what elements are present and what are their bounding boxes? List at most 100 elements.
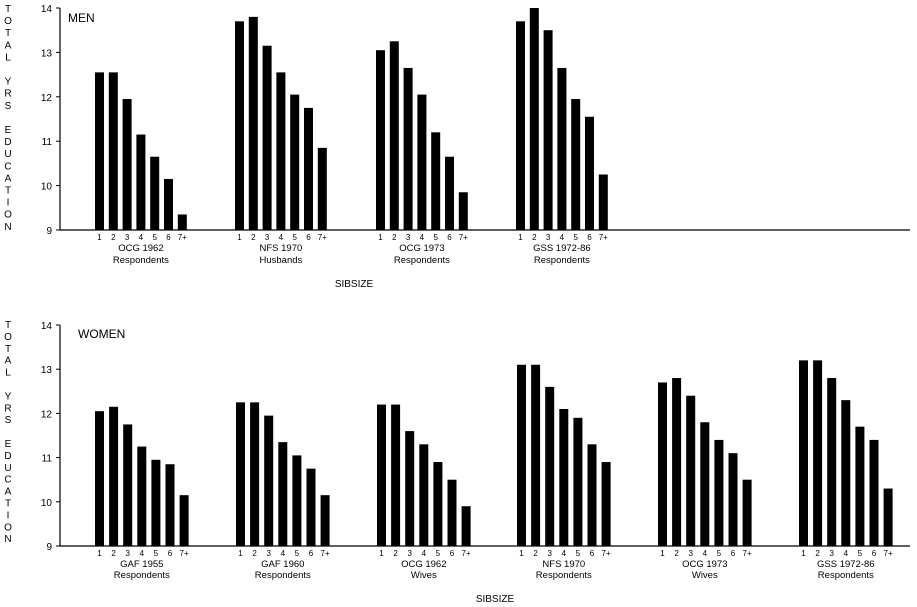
bar bbox=[742, 479, 752, 546]
bar bbox=[686, 395, 696, 546]
y-tick-label: 9 bbox=[46, 226, 52, 237]
bar bbox=[431, 132, 441, 230]
bar bbox=[714, 439, 724, 546]
bar bbox=[531, 364, 541, 546]
bar bbox=[377, 404, 386, 546]
category-tick-label: 7+ bbox=[462, 549, 471, 558]
category-tick-label: 4 bbox=[140, 549, 145, 558]
category-tick-label: 2 bbox=[815, 549, 820, 558]
category-tick-label: 5 bbox=[573, 233, 578, 242]
y-axis-title-letter: R bbox=[4, 89, 11, 100]
group-label-survey: OCG 1962 bbox=[118, 243, 163, 254]
category-tick-label: 3 bbox=[547, 549, 552, 558]
category-tick-label: 2 bbox=[252, 549, 257, 558]
category-tick-label: 1 bbox=[97, 549, 102, 558]
group-label-survey: GAF 1955 bbox=[120, 559, 163, 570]
bar bbox=[235, 21, 244, 230]
bar bbox=[262, 45, 272, 230]
x-axis-title: SIBSIZE bbox=[476, 594, 515, 605]
panel-title: MEN bbox=[68, 11, 95, 25]
bar bbox=[137, 446, 147, 546]
category-tick-label: 6 bbox=[306, 233, 311, 242]
category-tick-label: 3 bbox=[407, 549, 412, 558]
category-tick-label: 2 bbox=[251, 233, 256, 242]
bar bbox=[236, 402, 245, 546]
category-tick-label: 7+ bbox=[602, 549, 611, 558]
bar bbox=[248, 16, 258, 230]
category-tick-label: 1 bbox=[801, 549, 806, 558]
category-tick-label: 6 bbox=[450, 549, 455, 558]
category-tick-label: 5 bbox=[154, 549, 159, 558]
bar bbox=[109, 406, 119, 546]
y-axis-title-letter: E bbox=[5, 125, 12, 136]
group-label-survey: GAF 1960 bbox=[261, 559, 304, 570]
bar bbox=[177, 214, 187, 230]
y-tick-label: 11 bbox=[42, 454, 53, 465]
y-axis-title-letter: S bbox=[5, 415, 12, 426]
category-tick-label: 6 bbox=[731, 549, 736, 558]
bar bbox=[517, 364, 526, 546]
y-axis-title-letter: D bbox=[4, 137, 11, 148]
y-axis-title-letter: T bbox=[5, 28, 11, 39]
bar bbox=[108, 72, 118, 230]
bar bbox=[419, 444, 429, 546]
category-tick-label: 7+ bbox=[599, 233, 608, 242]
bar bbox=[516, 21, 525, 230]
bar bbox=[405, 431, 415, 546]
category-tick-label: 2 bbox=[111, 233, 116, 242]
y-axis-title-letter: L bbox=[5, 52, 11, 63]
group-label-sample: Respondents bbox=[113, 255, 169, 266]
bar bbox=[376, 50, 385, 231]
y-tick-label: 13 bbox=[41, 48, 53, 59]
y-axis-title-letter: T bbox=[5, 186, 11, 197]
category-tick-label: 5 bbox=[436, 549, 441, 558]
bar bbox=[543, 30, 553, 231]
category-tick-label: 1 bbox=[378, 233, 383, 242]
group-label-sample: Wives bbox=[411, 570, 437, 581]
y-axis-title-letter: R bbox=[4, 403, 11, 414]
category-tick-label: 7+ bbox=[178, 233, 187, 242]
group-label-sample: Respondents bbox=[534, 255, 590, 266]
category-tick-label: 6 bbox=[166, 233, 171, 242]
y-axis-title-letter: C bbox=[4, 161, 11, 172]
bar bbox=[573, 417, 583, 546]
y-tick-label: 14 bbox=[41, 4, 53, 15]
bar bbox=[151, 459, 161, 546]
category-tick-label: 1 bbox=[97, 233, 102, 242]
bar bbox=[529, 8, 539, 230]
category-tick-label: 7+ bbox=[884, 549, 893, 558]
category-tick-label: 3 bbox=[265, 233, 270, 242]
category-tick-label: 6 bbox=[447, 233, 452, 242]
bar bbox=[391, 404, 401, 546]
category-tick-label: 2 bbox=[392, 233, 397, 242]
bar bbox=[700, 422, 710, 546]
bar bbox=[292, 455, 302, 546]
y-axis-title-letter: A bbox=[5, 487, 12, 498]
bar bbox=[883, 488, 893, 546]
category-tick-label: 5 bbox=[152, 233, 157, 242]
group-label-sample: Wives bbox=[692, 570, 718, 581]
category-tick-label: 2 bbox=[533, 549, 538, 558]
y-axis-title-letter: A bbox=[5, 356, 12, 367]
bar bbox=[869, 439, 879, 546]
category-tick-label: 1 bbox=[519, 549, 524, 558]
y-tick-label: 12 bbox=[41, 93, 53, 104]
y-axis-title-letter: I bbox=[7, 510, 10, 521]
bar bbox=[276, 72, 286, 230]
y-tick-label: 9 bbox=[46, 542, 52, 553]
category-tick-label: 2 bbox=[674, 549, 679, 558]
y-tick-label: 13 bbox=[41, 365, 53, 376]
y-tick-label: 10 bbox=[41, 182, 53, 193]
category-tick-label: 6 bbox=[587, 233, 592, 242]
x-axis-title: SIBSIZE bbox=[335, 279, 374, 290]
category-tick-label: 5 bbox=[295, 549, 300, 558]
bar bbox=[458, 192, 468, 230]
category-tick-label: 4 bbox=[422, 549, 427, 558]
category-tick-label: 6 bbox=[872, 549, 877, 558]
y-tick-label: 14 bbox=[41, 321, 53, 332]
bar bbox=[304, 107, 313, 230]
bar bbox=[95, 411, 104, 546]
bar bbox=[841, 400, 851, 546]
bar bbox=[447, 479, 457, 546]
